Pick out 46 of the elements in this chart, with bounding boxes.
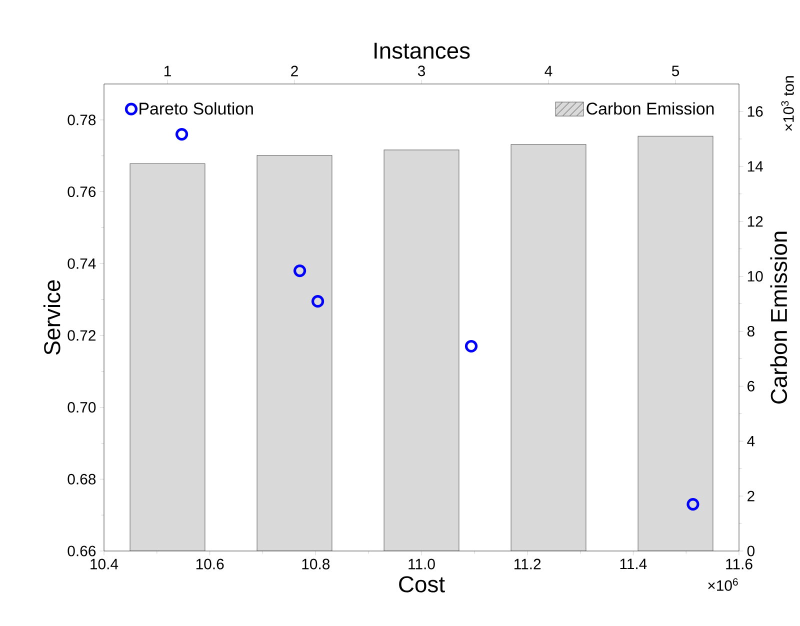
x-tick-label: 11.0 — [408, 558, 435, 570]
x-tick-label: 11.2 — [514, 558, 541, 570]
x2-tick-label: 2 — [291, 66, 298, 76]
y-tick-label: 0.72 — [68, 330, 96, 341]
x-tick-label: 11.4 — [620, 558, 647, 570]
bar — [384, 150, 460, 551]
x2-tick-label: 5 — [672, 66, 680, 76]
point — [294, 264, 306, 278]
y-tick-label: 0.78 — [68, 114, 96, 126]
y2-tick-label: 8 — [747, 326, 754, 337]
text: ×10$^{6}$ — [708, 578, 738, 591]
x2-tick-label: 3 — [418, 66, 425, 76]
x2-tick-label: 1 — [164, 66, 171, 76]
x2-tick-label: 4 — [544, 66, 552, 76]
x-tick-label: 10.8 — [302, 558, 330, 570]
bar — [510, 144, 586, 551]
y-tick-label: 0.76 — [68, 186, 96, 198]
x-tick-label: 10.4 — [90, 558, 118, 570]
x-tick-label: 11.6 — [726, 558, 752, 570]
y-tick-label: 0.66 — [68, 546, 96, 556]
bar — [638, 136, 714, 551]
x-tick-label: 10.6 — [196, 558, 224, 570]
y-tick-label: 0.68 — [68, 474, 96, 484]
bar — [256, 155, 332, 551]
y2-tick-label: 4 — [747, 436, 755, 446]
y2-axis-title: Carbon Emission — [770, 232, 788, 404]
y2-tick-label: 10 — [748, 270, 763, 282]
series-label: Carbon Emission — [586, 102, 714, 115]
bar — [130, 163, 206, 551]
point — [464, 340, 478, 353]
y2-tick-label: 12 — [748, 216, 763, 227]
legend-label: Pareto Solution — [140, 102, 253, 115]
y2-tick-label: 16 — [748, 106, 763, 117]
x2-axis-title: Instances — [374, 42, 470, 59]
y-tick-label: 0.74 — [68, 258, 96, 269]
x-axis-title: Cost — [399, 576, 445, 592]
y-axis-title: Service — [43, 280, 60, 355]
point — [175, 128, 188, 141]
y2-tick-label: 0 — [747, 546, 754, 556]
point — [311, 295, 324, 308]
text: ×10$^{3}$ ton — [781, 76, 794, 131]
y-tick-label: 0.70 — [68, 402, 96, 413]
y2-tick-label: 14 — [748, 161, 763, 172]
point — [686, 498, 700, 511]
y2-tick-label: 6 — [748, 380, 754, 392]
y2-tick-label: 2 — [748, 490, 754, 502]
